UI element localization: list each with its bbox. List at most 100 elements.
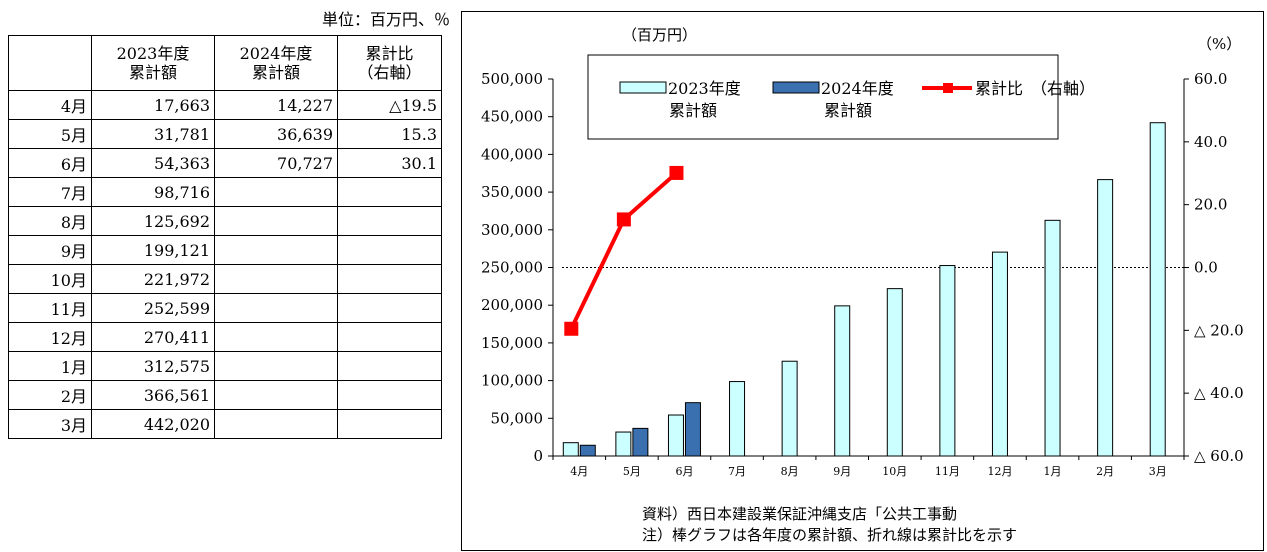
- x-tick-label: 9月: [833, 465, 851, 478]
- chart-frame: 0 50,000 100,000 150,000 200,000 250,000 300,0…: [461, 11, 1264, 551]
- left-tick-label: 250,000: [481, 259, 543, 277]
- cell-month: 6月: [8, 148, 92, 178]
- cell-2023: 54,363: [91, 148, 215, 178]
- legend-label-2024-line1: 2024年度: [821, 79, 894, 98]
- right-tick-label: 60.0: [1194, 70, 1227, 88]
- left-tick-label: 300,000: [481, 221, 543, 239]
- x-tick-label: 12月: [987, 465, 1012, 478]
- right-tick-label: △ 60.0: [1194, 447, 1244, 465]
- left-tick-label: 50,000: [491, 409, 544, 427]
- ratio-point: [669, 165, 684, 180]
- cell-2024: [214, 409, 338, 439]
- right-axis-unit: （%）: [1197, 35, 1241, 53]
- x-tick-label: 1月: [1044, 465, 1062, 478]
- right-tick-label: △ 20.0: [1194, 321, 1244, 339]
- bar-2023: [1044, 219, 1061, 457]
- ratio-point: [564, 321, 579, 336]
- cell-2023: 17,663: [91, 90, 215, 120]
- cell-ratio: [337, 235, 442, 265]
- x-tick-label: 3月: [1149, 465, 1167, 478]
- cell-ratio: [337, 293, 442, 323]
- cell-2023: 312,575: [91, 351, 215, 381]
- cell-ratio: 15.3: [337, 119, 442, 149]
- cell-2024: [214, 293, 338, 323]
- cell-month: 9月: [8, 235, 92, 265]
- right-tick-label: 0.0: [1194, 259, 1218, 277]
- cell-2024: [214, 351, 338, 381]
- cell-2023: 252,599: [91, 293, 215, 323]
- source-note: 資料）西日本建設業保証沖縄支店「公共工事動: [642, 505, 957, 523]
- cell-2023: 270,411: [91, 322, 215, 352]
- cell-2023: 366,561: [91, 380, 215, 410]
- cell-ratio: [337, 177, 442, 207]
- table-row: 11月 252,599: [8, 293, 442, 323]
- ratio-point: [616, 212, 631, 227]
- table-row: 9月 199,121: [8, 235, 442, 265]
- legend-label-ratio: 累計比 （右軸）: [975, 79, 1095, 98]
- bar-2023: [886, 288, 903, 457]
- table-row: 1月 312,575: [8, 351, 442, 381]
- bar-2023: [1149, 122, 1166, 457]
- cell-ratio: 30.1: [337, 148, 442, 178]
- bar-2023: [834, 305, 851, 457]
- cumulative-data-table: 2023年度 累計額 2024年度 累計額 累計比 （右軸） 4月 17,663 1…: [8, 35, 442, 439]
- legend-swatch-2024: [772, 81, 820, 94]
- cell-ratio: [337, 351, 442, 381]
- cell-month: 1月: [8, 351, 92, 381]
- bar-2023: [991, 251, 1008, 457]
- legend-label-2024-line2: 累計額: [824, 101, 872, 120]
- x-tick-label: 2月: [1096, 465, 1114, 478]
- bar-2023: [781, 360, 798, 457]
- cell-2024: [214, 264, 338, 294]
- legend-label-2023-line1: 2023年度: [668, 79, 741, 98]
- table-row: 10月 221,972: [8, 264, 442, 294]
- legend-label-2023-line2: 累計額: [669, 101, 717, 120]
- table-header-row: 2023年度 累計額 2024年度 累計額 累計比 （右軸）: [8, 35, 442, 91]
- left-tick-label: 400,000: [481, 145, 543, 163]
- right-tick-label: 20.0: [1194, 196, 1227, 214]
- left-tick-label: 500,000: [481, 70, 543, 88]
- cell-2023: 442,020: [91, 409, 215, 439]
- left-tick-label: 200,000: [481, 296, 543, 314]
- header-month: [8, 35, 92, 91]
- cell-2024: [214, 380, 338, 410]
- cell-month: 12月: [8, 322, 92, 352]
- footnote: 注）棒グラフは各年度の累計額、折れ線は累計比を示す: [642, 526, 1017, 544]
- bar-2024: [579, 444, 596, 457]
- cell-2024: [214, 206, 338, 236]
- table-row: 4月 17,663 14,227 △19.5: [8, 90, 442, 120]
- cell-2024: 70,727: [214, 148, 338, 178]
- left-tick-label: 150,000: [481, 334, 543, 352]
- table-row: 5月 31,781 36,639 15.3: [8, 119, 442, 149]
- bar-2023: [562, 442, 579, 457]
- bar-2023: [939, 265, 956, 457]
- x-tick-label: 7月: [728, 465, 746, 478]
- left-tick-label: 100,000: [481, 372, 543, 390]
- cell-month: 5月: [8, 119, 92, 149]
- legend-swatch-2023: [619, 81, 667, 94]
- header-cumulative-ratio: 累計比 （右軸）: [337, 35, 442, 91]
- cell-2023: 125,692: [91, 206, 215, 236]
- cell-ratio: [337, 380, 442, 410]
- left-axis-unit: （百万円）: [622, 26, 697, 44]
- right-tick-label: 40.0: [1194, 133, 1227, 151]
- x-tick-label: 5月: [623, 465, 641, 478]
- x-tick-label: 4月: [570, 465, 588, 478]
- table-row: 8月 125,692: [8, 206, 442, 236]
- cell-month: 4月: [8, 90, 92, 120]
- table-row: 2月 366,561: [8, 380, 442, 410]
- left-tick-label: 350,000: [481, 183, 543, 201]
- cell-month: 10月: [8, 264, 92, 294]
- cell-ratio: [337, 322, 442, 352]
- cell-ratio: △19.5: [337, 90, 442, 120]
- table-row: 12月 270,411: [8, 322, 442, 352]
- cell-month: 8月: [8, 206, 92, 236]
- left-tick-label: 0: [533, 447, 543, 465]
- cumulative-chart: 0 50,000 100,000 150,000 200,000 250,000 300,0…: [481, 26, 1244, 544]
- left-tick-label: 450,000: [481, 108, 543, 126]
- cell-month: 11月: [8, 293, 92, 323]
- cell-2023: 98,716: [91, 177, 215, 207]
- cell-month: 2月: [8, 380, 92, 410]
- legend-marker-ratio: [943, 83, 953, 93]
- ratio-line: [569, 171, 678, 330]
